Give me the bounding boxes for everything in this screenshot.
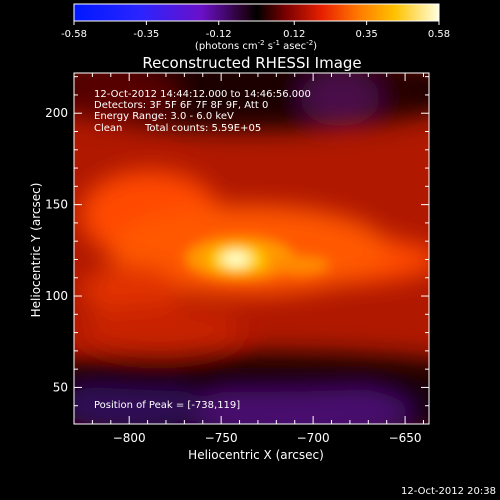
y-axis-label: Heliocentric Y (arcsec) — [29, 183, 43, 318]
plot-frame — [73, 72, 430, 425]
annotation-method: Clean — [94, 123, 122, 134]
x-tick-label: −750 — [205, 431, 238, 445]
colorbar-gradient — [73, 3, 440, 22]
annotation-time-range: 12-Oct-2012 14:44:12.000 to 14:46:56.000 — [94, 89, 311, 100]
colorbar: -0.58 -0.35 -0.12 0.12 0.35 0.58 (photons cm-… — [61, 3, 450, 52]
footer-timestamp: 12-Oct-2012 20:38 — [401, 486, 496, 497]
annotation-counts: Total counts: 5.59E+05 — [144, 123, 261, 134]
colorbar-tick-label: 0.35 — [355, 29, 377, 40]
y-tick-label: 150 — [45, 198, 68, 212]
colorbar-tick-label: -0.12 — [206, 29, 232, 40]
colorbar-tick-label: 0.12 — [283, 29, 305, 40]
annotation-peak: Position of Peak = [-738,119] — [94, 400, 240, 411]
x-tick-label: −650 — [389, 431, 422, 445]
colorbar-unit-label: (photons cm-2 s-1 asec-2) — [195, 39, 317, 52]
annotation-detectors: Detectors: 3F 5F 6F 7F 8F 9F, Att 0 — [94, 100, 268, 111]
colorbar-tick-label: 0.58 — [428, 29, 450, 40]
x-axis-label: Heliocentric X (arcsec) — [188, 448, 324, 462]
x-tick-label: −800 — [113, 431, 146, 445]
colorbar-tick-label: -0.58 — [61, 29, 87, 40]
annotation-block: 12-Oct-2012 14:44:12.000 to 14:46:56.000… — [94, 89, 311, 411]
heatmap-image — [74, 73, 429, 424]
x-tick-label: −700 — [297, 431, 330, 445]
axis-ticks: −800 −750 −700 −650 50 100 150 200 — [45, 73, 429, 445]
y-tick-label: 100 — [45, 289, 68, 303]
y-tick-label: 200 — [45, 106, 68, 120]
annotation-energy: Energy Range: 3.0 - 6.0 keV — [94, 111, 234, 122]
y-tick-label: 50 — [53, 380, 68, 394]
colorbar-ticks: -0.58 -0.35 -0.12 0.12 0.35 0.58 — [61, 21, 450, 40]
colorbar-tick-label: -0.35 — [133, 29, 159, 40]
chart-title: Reconstructed RHESSI Image — [142, 54, 361, 72]
